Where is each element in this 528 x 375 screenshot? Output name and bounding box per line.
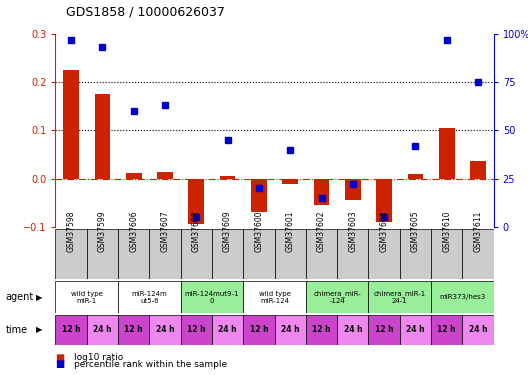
Bar bbox=[439, 128, 455, 178]
Text: miR-124m
ut5-6: miR-124m ut5-6 bbox=[131, 291, 167, 304]
Bar bbox=[55, 229, 87, 279]
Text: GSM37599: GSM37599 bbox=[98, 210, 107, 252]
Text: GSM37603: GSM37603 bbox=[348, 210, 357, 252]
Text: GSM37605: GSM37605 bbox=[411, 210, 420, 252]
Text: GSM37602: GSM37602 bbox=[317, 210, 326, 252]
Text: 24 h: 24 h bbox=[281, 326, 299, 334]
Bar bbox=[408, 174, 423, 178]
Text: percentile rank within the sample: percentile rank within the sample bbox=[74, 360, 227, 369]
Bar bbox=[306, 281, 369, 313]
Bar bbox=[376, 178, 392, 222]
Bar bbox=[400, 229, 431, 279]
Text: 24 h: 24 h bbox=[469, 326, 487, 334]
Text: GSM37607: GSM37607 bbox=[161, 210, 169, 252]
Text: 24 h: 24 h bbox=[344, 326, 362, 334]
Bar bbox=[243, 315, 275, 345]
Bar bbox=[118, 281, 181, 313]
Bar bbox=[55, 315, 87, 345]
Bar bbox=[212, 229, 243, 279]
Text: GSM37609: GSM37609 bbox=[223, 210, 232, 252]
Text: 12 h: 12 h bbox=[312, 326, 331, 334]
Bar bbox=[470, 161, 486, 178]
Text: wild type
miR-1: wild type miR-1 bbox=[71, 291, 102, 304]
Bar bbox=[181, 315, 212, 345]
Bar bbox=[95, 94, 110, 178]
Bar bbox=[337, 229, 369, 279]
Text: 12 h: 12 h bbox=[62, 326, 80, 334]
Bar bbox=[369, 315, 400, 345]
Bar bbox=[463, 315, 494, 345]
Text: 24 h: 24 h bbox=[93, 326, 112, 334]
Bar bbox=[251, 178, 267, 212]
Bar bbox=[55, 281, 118, 313]
Text: ▶: ▶ bbox=[36, 326, 42, 334]
Text: ■: ■ bbox=[55, 360, 65, 369]
Bar bbox=[118, 315, 149, 345]
Text: 12 h: 12 h bbox=[250, 326, 268, 334]
Text: GSM37611: GSM37611 bbox=[474, 210, 483, 252]
Text: GSM37606: GSM37606 bbox=[129, 210, 138, 252]
Bar bbox=[345, 178, 361, 200]
Text: GSM37600: GSM37600 bbox=[254, 210, 263, 252]
Text: 12 h: 12 h bbox=[437, 326, 456, 334]
Text: log10 ratio: log10 ratio bbox=[74, 353, 123, 362]
Text: GSM37610: GSM37610 bbox=[442, 210, 451, 252]
Bar bbox=[188, 178, 204, 225]
Text: GSM37608: GSM37608 bbox=[192, 210, 201, 252]
Text: 24 h: 24 h bbox=[218, 326, 237, 334]
Bar bbox=[126, 173, 142, 178]
Bar bbox=[400, 315, 431, 345]
Bar bbox=[63, 70, 79, 178]
Bar bbox=[431, 281, 494, 313]
Text: 12 h: 12 h bbox=[375, 326, 393, 334]
Bar bbox=[157, 172, 173, 178]
Bar bbox=[149, 315, 181, 345]
Bar bbox=[369, 281, 431, 313]
Bar bbox=[181, 229, 212, 279]
Text: GSM37604: GSM37604 bbox=[380, 210, 389, 252]
Text: wild type
miR-124: wild type miR-124 bbox=[259, 291, 290, 304]
Bar bbox=[243, 229, 275, 279]
Text: 24 h: 24 h bbox=[406, 326, 425, 334]
Bar bbox=[463, 229, 494, 279]
Bar bbox=[243, 281, 306, 313]
Bar bbox=[337, 315, 369, 345]
Bar bbox=[282, 178, 298, 184]
Bar bbox=[431, 315, 463, 345]
Bar bbox=[181, 281, 243, 313]
Text: ■: ■ bbox=[55, 353, 65, 363]
Text: miR-124mut9-1
0: miR-124mut9-1 0 bbox=[185, 291, 239, 304]
Bar bbox=[87, 315, 118, 345]
Text: GSM37598: GSM37598 bbox=[67, 210, 76, 252]
Bar bbox=[87, 229, 118, 279]
Bar bbox=[275, 315, 306, 345]
Text: ▶: ▶ bbox=[36, 292, 42, 302]
Bar bbox=[149, 229, 181, 279]
Text: 12 h: 12 h bbox=[125, 326, 143, 334]
Bar bbox=[431, 229, 463, 279]
Bar bbox=[306, 229, 337, 279]
Bar bbox=[369, 229, 400, 279]
Text: chimera_miR-
-124: chimera_miR- -124 bbox=[313, 290, 361, 304]
Bar bbox=[212, 315, 243, 345]
Text: 12 h: 12 h bbox=[187, 326, 205, 334]
Bar bbox=[118, 229, 149, 279]
Text: agent: agent bbox=[5, 292, 34, 302]
Text: chimera_miR-1
24-1: chimera_miR-1 24-1 bbox=[374, 290, 426, 304]
Bar bbox=[306, 315, 337, 345]
Bar bbox=[314, 178, 329, 205]
Bar bbox=[220, 176, 235, 178]
Text: 24 h: 24 h bbox=[156, 326, 174, 334]
Text: time: time bbox=[5, 325, 27, 335]
Text: GDS1858 / 10000626037: GDS1858 / 10000626037 bbox=[66, 6, 225, 19]
Text: miR373/hes3: miR373/hes3 bbox=[439, 294, 486, 300]
Bar bbox=[275, 229, 306, 279]
Text: GSM37601: GSM37601 bbox=[286, 210, 295, 252]
